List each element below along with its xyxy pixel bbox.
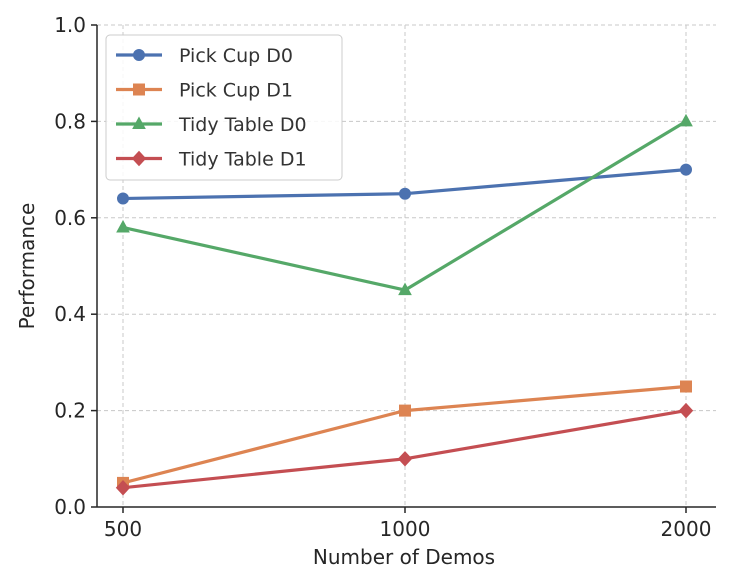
legend-label: Tidy Table D0 — [178, 114, 307, 136]
data-point-pick-cup-d1 — [399, 404, 411, 417]
legend-marker — [133, 83, 145, 96]
data-point-pick-cup-d0 — [117, 192, 129, 205]
data-point-tidy-table-d0 — [679, 113, 693, 127]
legend-label: Pick Cup D0 — [179, 45, 293, 67]
legend-box — [105, 34, 343, 181]
y-tick-label: 0.4 — [54, 302, 86, 326]
y-tick-label: 0.6 — [54, 206, 86, 230]
y-tick-label: 0.0 — [54, 495, 86, 519]
data-point-tidy-table-d0 — [398, 282, 412, 296]
data-point-pick-cup-d1 — [680, 380, 692, 393]
legend-item-pick-cup-d0: Pick Cup D0 — [116, 45, 293, 67]
data-point-tidy-table-d0 — [116, 219, 130, 233]
x-axis-label: Number of Demos — [313, 545, 495, 569]
y-tick-label: 0.8 — [54, 109, 86, 133]
data-point-tidy-table-d1 — [115, 479, 131, 496]
legend: Pick Cup D0 Pick Cup D1 Tidy Table D0 Tidy … — [105, 34, 343, 181]
x-tick-label: 2000 — [661, 517, 712, 541]
y-tick-label: 1.0 — [54, 13, 86, 37]
data-point-tidy-table-d1 — [397, 451, 413, 467]
series — [115, 113, 694, 496]
data-point-pick-cup-d0 — [680, 163, 692, 176]
legend-label: Pick Cup D1 — [179, 80, 293, 102]
legend-item-tidy-table-d0: Tidy Table D0 — [116, 114, 307, 136]
legend-marker — [132, 116, 146, 129]
x-tick-label: 1000 — [380, 517, 431, 541]
legend-label: Tidy Table D1 — [178, 149, 307, 171]
series-tidy-table-d1 — [115, 402, 694, 496]
y-tick-label: 0.2 — [54, 399, 86, 423]
data-point-pick-cup-d0 — [399, 187, 411, 200]
axes — [96, 25, 716, 508]
legend-marker — [131, 150, 147, 167]
legend-item-tidy-table-d1: Tidy Table D1 — [116, 149, 307, 171]
series-tidy-table-d0 — [116, 113, 693, 296]
data-point-tidy-table-d1 — [678, 402, 694, 419]
x-tick-label: 500 — [104, 517, 142, 541]
y-axis-label: Performance — [15, 203, 39, 330]
legend-marker — [133, 49, 145, 61]
ticks: 0.0 0.2 0.4 0.6 0.8 1.0 500 1000 2000 — [54, 13, 711, 541]
legend-item-pick-cup-d1: Pick Cup D1 — [116, 80, 293, 102]
